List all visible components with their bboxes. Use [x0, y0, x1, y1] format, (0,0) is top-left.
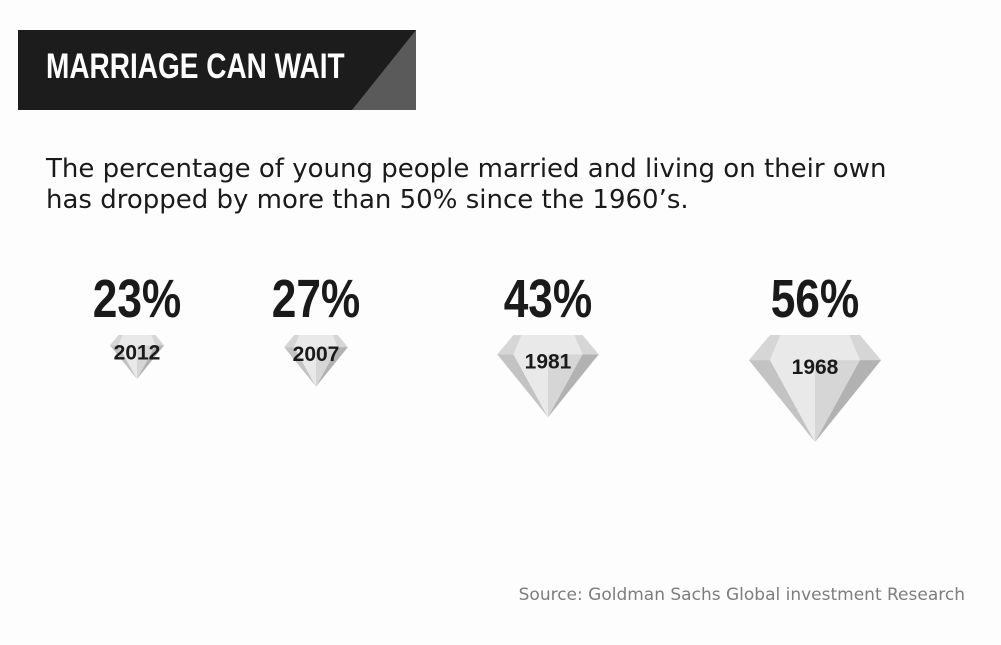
diamond-pavilion-left: [748, 360, 815, 443]
diamond-pavilion-left: [284, 347, 316, 387]
source-note: Source: Goldman Sachs Global investment …: [518, 585, 965, 605]
diamond-crown-right: [151, 335, 165, 346]
value-label: 56%: [771, 269, 860, 329]
diamond-crown-center: [294, 335, 338, 348]
diamond-pavilion-left: [109, 345, 137, 379]
category-label: 1968: [792, 356, 839, 379]
diamond-pavilion-center-left: [513, 354, 548, 418]
diamond-pavilion-center-left: [118, 345, 137, 379]
diamond-pavilion-center-left: [770, 360, 815, 443]
diamond-mark: [497, 335, 599, 418]
page-title: MARRIAGE CAN WAIT: [46, 47, 345, 86]
diamond-crown-left: [109, 335, 123, 346]
category-label: 1981: [525, 350, 572, 373]
diamond-mark: [284, 335, 348, 387]
diamond-crown-left: [748, 335, 781, 361]
diamond-crown-left: [497, 335, 522, 355]
diamond-crown-center: [118, 335, 156, 346]
diamond-pavilion-right: [548, 354, 599, 418]
diamond-pavilion-right: [137, 345, 165, 379]
diamond-pavilion-center-left: [294, 347, 316, 387]
chart-subtitle: The percentage of young people married a…: [46, 154, 887, 215]
diamond-pavilion-right: [316, 347, 348, 387]
diamond-crown-right: [574, 335, 599, 355]
value-label: 43%: [504, 269, 593, 329]
category-label: 2012: [114, 341, 161, 364]
diamond-mark: [748, 335, 882, 443]
diamond-pavilion-center-right: [137, 345, 156, 379]
diamond-mark: [109, 335, 165, 379]
diamond-pavilion-left: [497, 354, 548, 418]
value-label: 27%: [272, 269, 361, 329]
diamond-pavilion-center-right: [316, 347, 338, 387]
diamond-pavilion-right: [815, 360, 882, 443]
category-label: 2007: [293, 343, 340, 366]
diamond-crown-center: [770, 335, 860, 361]
diamond-crown-center: [513, 335, 583, 355]
diamond-pavilion-center-right: [815, 360, 860, 443]
diamond-crown-left: [284, 335, 300, 348]
banner-background: [18, 30, 416, 110]
title-banner: [18, 30, 416, 110]
banner-accent: [352, 30, 416, 110]
diamond-crown-right: [332, 335, 348, 348]
diamond-crown-right: [849, 335, 882, 361]
value-label: 23%: [93, 269, 182, 329]
